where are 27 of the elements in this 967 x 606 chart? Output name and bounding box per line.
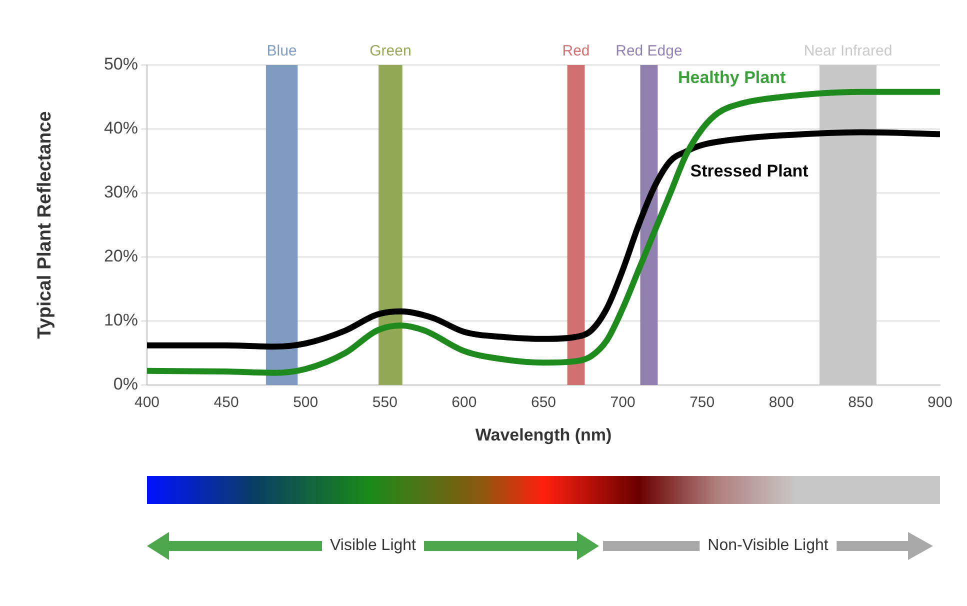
band-label: Red [562, 42, 590, 60]
x-axis-title: Wavelength (nm) [475, 425, 612, 444]
y-tick-label: 40% [104, 118, 138, 138]
text: Non-Visible Light [700, 537, 836, 555]
x-tick-label: 400 [134, 394, 160, 412]
y-tick-label: 50% [104, 54, 138, 74]
series-label: Healthy Plant [678, 68, 786, 88]
x-tick-label: 600 [452, 394, 477, 412]
x-tick-label: 550 [372, 394, 398, 412]
y-axis-title: Typical Plant Reflectance [34, 111, 56, 339]
x-tick-label: 700 [610, 394, 636, 412]
band-label: Red Edge [616, 42, 682, 60]
band-label: Blue [266, 42, 297, 60]
y-tick-label: 30% [104, 182, 138, 202]
x-tick-label: 650 [530, 394, 556, 412]
x-tick-label: 850 [848, 394, 874, 412]
x-tick-label: 500 [293, 394, 318, 412]
x-tick-label: 750 [690, 394, 715, 412]
y-tick-label: 10% [104, 310, 138, 330]
x-tick-label: 800 [768, 394, 794, 412]
y-tick-label: 0% [113, 374, 138, 394]
y-tick-label: 20% [104, 246, 138, 266]
series-label: Stressed Plant [690, 162, 809, 181]
x-tick-label: 900 [927, 394, 953, 412]
band-label: Green [370, 42, 412, 60]
text: Visible Light [322, 537, 424, 555]
x-tick-label: 450 [214, 394, 239, 412]
